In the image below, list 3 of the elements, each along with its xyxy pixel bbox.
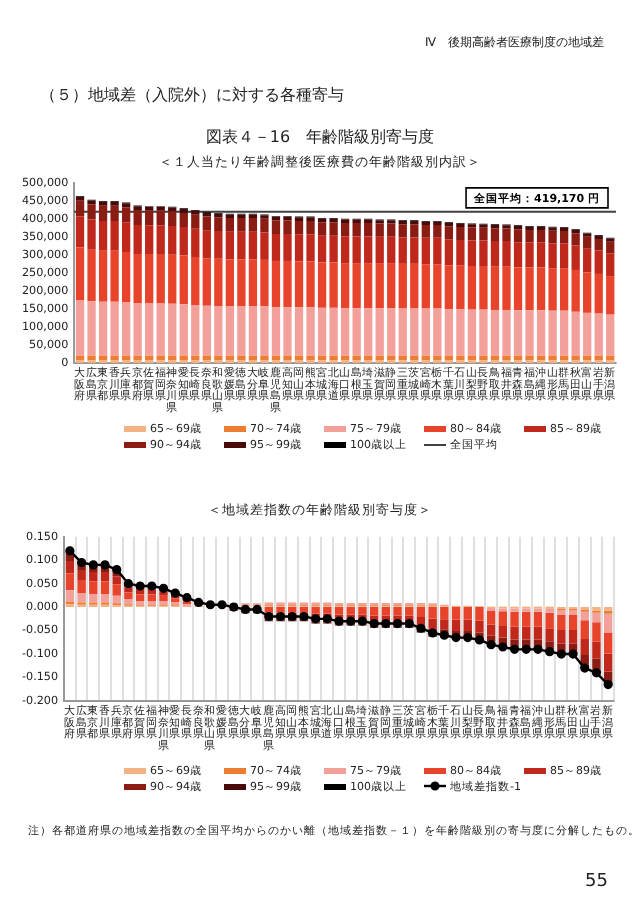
- text: 55: [585, 872, 608, 892]
- text: （５）地域差（入院外）に対する各種寄与: [40, 84, 344, 106]
- chart-title: 図表４－16 年齢階級別寄与度: [203, 126, 437, 148]
